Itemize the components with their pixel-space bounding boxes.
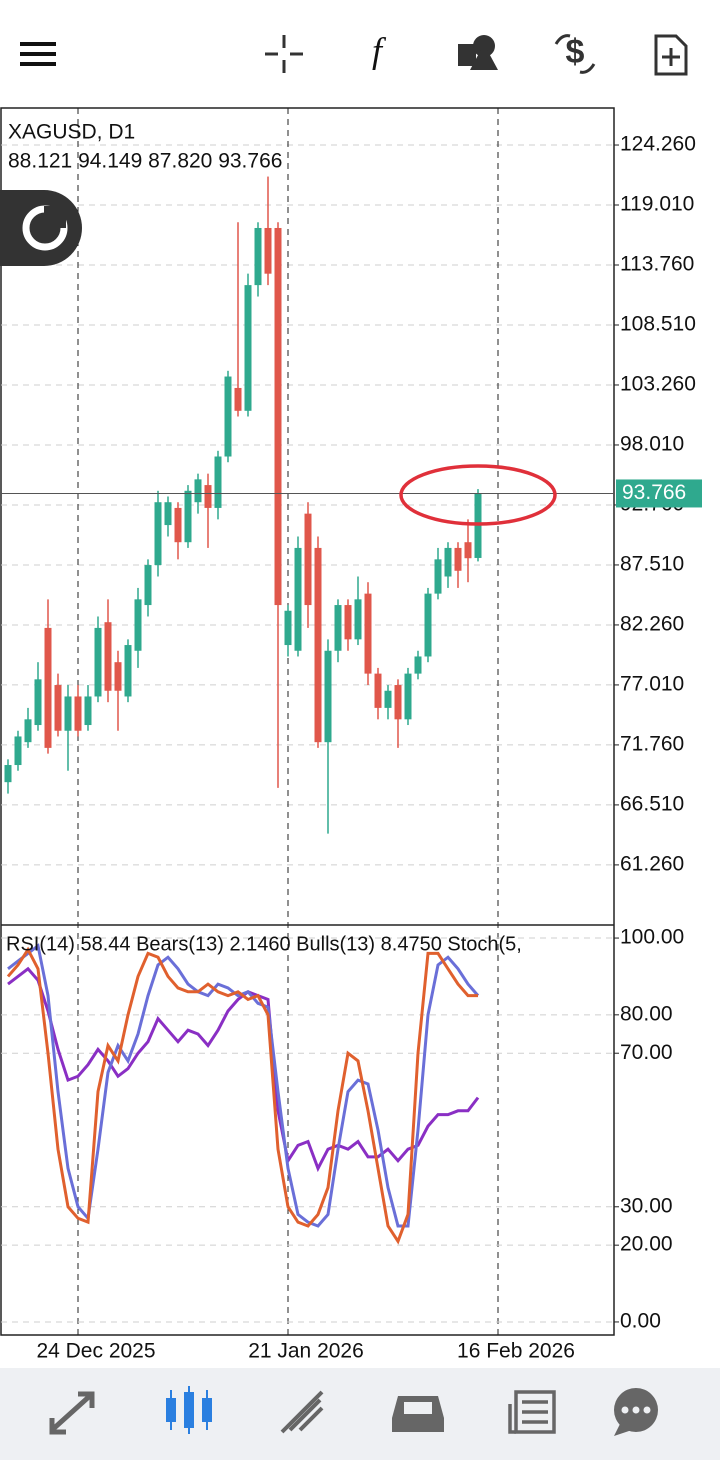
candle-body (334, 605, 342, 651)
y-tick-label: 87.510 (620, 552, 684, 575)
trade-button[interactable]: $ (554, 33, 596, 74)
y-tick-label: 82.260 (620, 612, 684, 635)
candle-body (404, 673, 412, 720)
y-tick-label: 119.010 (620, 193, 694, 216)
candle-body (264, 227, 272, 274)
indicator-chart: 100.00 80.00 70.00 30.00 20.00 0.00 (1, 926, 684, 1332)
quotes-tab[interactable] (49, 1391, 95, 1435)
candle-body (44, 627, 52, 748)
y-tick-label: 30.00 (620, 1194, 673, 1217)
candle-body (254, 227, 262, 286)
candle-body (364, 593, 372, 674)
chart-tab[interactable] (166, 1386, 212, 1434)
candle-body (114, 662, 122, 691)
indicator-title: RSI(14) 58.44 Bears(13) 2.1460 Bulls(13)… (6, 933, 522, 955)
y-tick-label: 113.760 (620, 253, 694, 276)
candle-body (184, 490, 192, 543)
candle-body (24, 719, 32, 743)
candle-body (54, 685, 62, 731)
y-tick-label: 77.010 (620, 672, 684, 695)
candle-body (374, 673, 382, 708)
candle-body (74, 696, 82, 731)
candle-body (424, 593, 432, 657)
new-order-button[interactable] (654, 34, 688, 76)
candle-body (64, 696, 72, 731)
candle-body (344, 605, 352, 640)
candle-body (314, 547, 322, 743)
y-tick-label: 70.00 (620, 1041, 673, 1064)
candle-body (214, 456, 222, 508)
news-tab[interactable] (508, 1390, 556, 1434)
candle-body (244, 285, 252, 411)
y-tick-label: 103.260 (620, 373, 696, 396)
annotation-ellipse (399, 464, 557, 526)
candle-body (354, 599, 362, 640)
candle-body (434, 559, 442, 594)
y-tick-label: 80.00 (620, 1002, 673, 1025)
y-tick-label: 66.510 (620, 792, 684, 815)
candle-body (84, 696, 92, 726)
svg-text:$: $ (566, 33, 585, 71)
main-chart: 124.260 119.010 113.760 108.510 103.260 98.01… (1, 108, 702, 1335)
candle-body (324, 650, 332, 743)
last-price-label: 93.766 (622, 481, 686, 504)
candle-body (464, 542, 472, 559)
candle-body (194, 479, 202, 503)
candle-body (14, 736, 22, 766)
candle-body (174, 507, 182, 543)
chart-title: XAGUSD, D1 (8, 121, 135, 144)
candle-body (124, 645, 132, 697)
x-tick-label: 16 Feb 2026 (457, 1340, 575, 1363)
last-price-box (616, 479, 702, 508)
y-tick-label: 0.00 (620, 1309, 661, 1332)
candle-body (34, 679, 42, 726)
y-tick-label: 124.260 (620, 133, 696, 156)
candle-body (444, 547, 452, 577)
candle-body (284, 610, 292, 646)
candle-body (414, 656, 422, 674)
candle-body (164, 502, 172, 526)
crosshair-button[interactable] (265, 35, 303, 73)
x-tick-label: 24 Dec 2025 (36, 1340, 155, 1363)
candle-body (104, 622, 112, 691)
candle-body (304, 513, 312, 606)
indicator-line (7, 943, 480, 1228)
candle-body (204, 485, 212, 508)
y-tick-label: 108.510 (620, 313, 696, 336)
candle-body (294, 547, 302, 651)
indicators-button[interactable]: f (372, 30, 387, 70)
candle-body (144, 565, 152, 606)
candle-body (394, 685, 402, 720)
y-tick-label: 71.760 (620, 732, 684, 755)
y-tick-label: 100.00 (620, 926, 684, 949)
candle-body (94, 627, 102, 697)
candle-body (274, 227, 282, 606)
indicator-line (6, 946, 478, 1245)
quick-trade-button[interactable] (0, 190, 82, 266)
candle-body (454, 547, 462, 571)
candle-body (134, 599, 142, 651)
x-tick-label: 21 Jan 2026 (248, 1340, 364, 1363)
menu-button[interactable] (20, 42, 56, 66)
bottom-nav (0, 1368, 720, 1460)
y-tick-label: 98.010 (620, 433, 684, 456)
chat-tab[interactable] (614, 1388, 658, 1436)
history-tab[interactable] (392, 1396, 444, 1432)
candle-body (384, 690, 392, 708)
y-tick-label: 20.00 (620, 1233, 673, 1256)
candle-body (154, 502, 162, 566)
chart-frame (0, 107, 615, 1336)
trade-tab[interactable] (280, 1390, 324, 1434)
ohlc-text: 88.121 94.149 87.820 93.766 (8, 150, 282, 173)
y-tick-label: 61.260 (620, 852, 684, 875)
objects-button[interactable] (458, 35, 498, 70)
candle-body (234, 387, 242, 411)
candle-body (224, 376, 232, 457)
candle-body (4, 765, 12, 783)
